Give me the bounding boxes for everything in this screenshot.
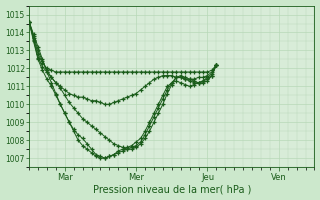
X-axis label: Pression niveau de la mer( hPa ): Pression niveau de la mer( hPa ) <box>92 184 251 194</box>
